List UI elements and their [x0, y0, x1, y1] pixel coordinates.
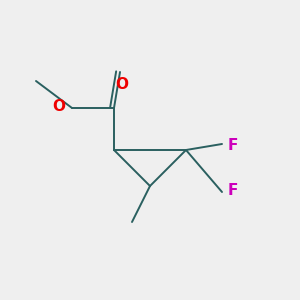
Text: O: O — [52, 99, 65, 114]
Text: F: F — [227, 138, 238, 153]
Text: O: O — [115, 77, 128, 92]
Text: F: F — [227, 183, 238, 198]
